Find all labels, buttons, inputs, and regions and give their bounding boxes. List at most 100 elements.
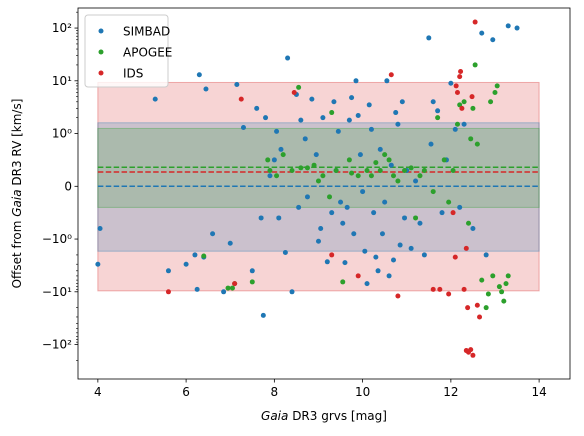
point-ids [458, 69, 464, 75]
point-apogee [474, 141, 480, 147]
point-apogee [395, 178, 401, 184]
point-apogee [413, 215, 419, 221]
point-apogee [340, 279, 346, 285]
point-apogee [329, 110, 335, 116]
point-ids [469, 94, 475, 100]
x-tick-label: 14 [531, 385, 546, 399]
y-tick-label: 10² [52, 21, 72, 35]
point-ids [238, 96, 244, 102]
legend-box [84, 14, 169, 88]
point-ids [437, 286, 443, 292]
point-simbad [227, 240, 233, 246]
point-simbad [457, 204, 463, 210]
point-apogee [430, 189, 436, 195]
point-ids [468, 347, 474, 353]
point-simbad [274, 128, 280, 134]
y-axis: 10² 10¹ 10⁰ 0 −10⁰ −10¹ −10² [42, 11, 78, 361]
point-simbad [351, 231, 357, 237]
legend-label-ids: IDS [123, 67, 143, 81]
point-simbad [196, 72, 202, 78]
point-ids [477, 314, 483, 320]
point-simbad [364, 281, 370, 287]
point-apogee [249, 279, 255, 285]
point-simbad [313, 152, 319, 158]
point-apogee [492, 90, 498, 96]
point-simbad [97, 225, 103, 231]
point-apogee [446, 199, 452, 205]
point-simbad [371, 210, 377, 216]
point-simbad [234, 82, 240, 88]
point-apogee [499, 289, 505, 295]
point-apogee [468, 136, 474, 142]
point-apogee [488, 99, 494, 105]
point-simbad [344, 204, 350, 210]
point-simbad [276, 215, 282, 221]
point-apogee [466, 220, 472, 226]
point-simbad [360, 189, 366, 195]
point-simbad [298, 117, 304, 123]
point-ids [450, 210, 456, 216]
point-simbad [395, 121, 401, 127]
point-simbad [452, 126, 458, 132]
legend-marker-ids [98, 70, 104, 76]
y-axis-label: Offset from Gaia DR3 RV [km/s] [10, 99, 24, 289]
point-apogee [417, 173, 423, 179]
point-simbad [282, 250, 288, 256]
point-apogee [267, 167, 273, 173]
point-simbad [152, 96, 158, 102]
point-simbad [399, 99, 405, 105]
point-simbad [203, 86, 209, 92]
point-simbad [479, 30, 485, 36]
point-simbad [448, 80, 454, 86]
point-apogee [503, 281, 509, 287]
point-simbad [258, 215, 264, 221]
point-simbad [430, 99, 436, 105]
point-simbad [254, 105, 260, 111]
point-apogee [454, 121, 460, 127]
point-apogee [229, 285, 235, 291]
point-apogee [274, 173, 280, 179]
point-simbad [368, 126, 374, 132]
plot-area [95, 19, 540, 358]
point-simbad [421, 252, 427, 258]
point-simbad [382, 199, 388, 205]
point-simbad [318, 225, 324, 231]
point-simbad [263, 115, 269, 121]
point-simbad [285, 55, 291, 61]
point-ids [457, 74, 463, 80]
point-simbad [289, 289, 295, 295]
point-ids [446, 291, 452, 297]
point-simbad [194, 286, 200, 292]
point-simbad [240, 125, 246, 131]
point-simbad [329, 210, 335, 216]
point-apogee [402, 167, 408, 173]
point-simbad [249, 268, 255, 274]
point-ids [329, 252, 335, 258]
y-tick-label: 10⁰ [52, 127, 72, 141]
point-simbad [397, 242, 403, 248]
y-tick-label: −10⁰ [42, 232, 72, 246]
axes-frame [77, 7, 571, 380]
point-simbad [388, 162, 394, 168]
point-simbad [490, 37, 496, 43]
point-simbad [210, 231, 216, 237]
point-apogee [470, 105, 476, 111]
point-simbad [309, 96, 315, 102]
point-apogee [333, 167, 339, 173]
point-apogee [315, 178, 321, 184]
point-apogee [327, 194, 333, 200]
point-apogee [296, 84, 302, 90]
point-apogee [382, 152, 388, 158]
x-tick-label: 8 [271, 385, 279, 399]
point-apogee [298, 165, 304, 171]
point-simbad [95, 261, 101, 267]
point-simbad [340, 220, 346, 226]
y-tick-label: −10² [42, 338, 72, 352]
point-simbad [320, 115, 326, 121]
point-simbad [278, 146, 284, 152]
point-simbad [426, 35, 432, 41]
x-tick-label: 10 [355, 385, 370, 399]
x-axis: 4 6 8 10 12 14 [94, 379, 547, 399]
point-ids [291, 90, 297, 96]
